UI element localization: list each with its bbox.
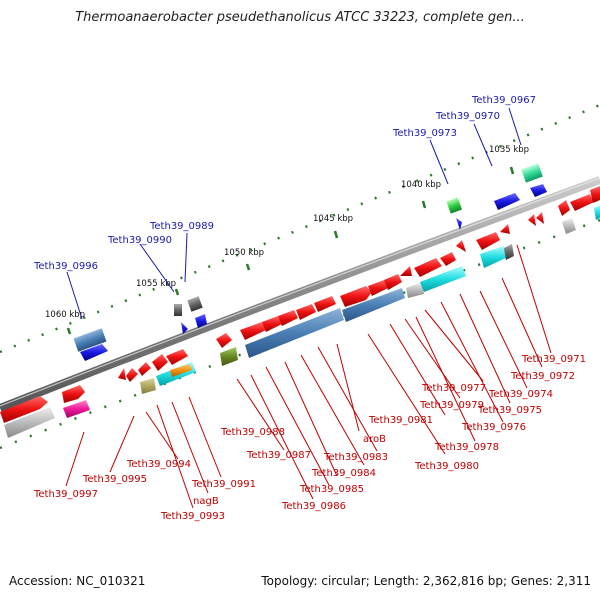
gene-label-Teth39_0981: Teth39_0981 — [368, 415, 433, 426]
kbp-label-1060: 1060 kbp — [45, 310, 85, 320]
gene-label-Teth39_0997: Teth39_0997 — [33, 489, 98, 500]
gene-label-Teth39_0989: Teth39_0989 — [149, 221, 214, 232]
gene-label-Teth39_0990: Teth39_0990 — [107, 235, 172, 246]
gene-label-Teth39_0987: Teth39_0987 — [246, 450, 311, 461]
gene-label-Teth39_0973: Teth39_0973 — [392, 128, 457, 139]
gene-label-Teth39_0978: Teth39_0978 — [434, 442, 499, 453]
ruler-dotted-line — [0, 103, 600, 354]
gene-label-Teth39_0972: Teth39_0972 — [510, 371, 575, 382]
gene-label-Teth39_0986: Teth39_0986 — [281, 501, 346, 512]
gene-label-Teth39_0996: Teth39_0996 — [33, 261, 98, 272]
leader-lines-top — [66, 107, 522, 320]
gene-label-Teth39_0983: Teth39_0983 — [323, 452, 388, 463]
leader-lines-bottom — [65, 244, 552, 509]
gene-label-Teth39_0985: Teth39_0985 — [299, 484, 364, 495]
gene-label-Teth39_0974: Teth39_0974 — [488, 389, 553, 400]
genome-backbone — [0, 176, 600, 412]
gene-label-Teth39_0988: Teth39_0988 — [220, 427, 285, 438]
gene-label-Teth39_0995: Teth39_0995 — [82, 474, 147, 485]
gene-label-Teth39_0977: Teth39_0977 — [421, 383, 486, 394]
genes-bottom-strand — [0, 186, 600, 438]
gene-label-Teth39_0970: Teth39_0970 — [435, 111, 500, 122]
gene-label-Teth39_0967: Teth39_0967 — [471, 95, 536, 106]
gene-label-Teth39_0980: Teth39_0980 — [414, 461, 479, 472]
gene-label-nagB: nagB — [193, 496, 219, 507]
accession-text: Accession: NC_010321 — [9, 574, 146, 588]
kbp-label-1050: 1050 kbp — [224, 248, 264, 258]
kbp-label-1035: 1035 kbp — [489, 145, 529, 155]
kbp-label-1055: 1055 kbp — [136, 279, 176, 289]
gene-label-Teth39_0979: Teth39_0979 — [419, 400, 484, 411]
ruler-major-ticks — [66, 166, 515, 335]
gene-label-Teth39_0971: Teth39_0971 — [521, 354, 586, 365]
genes-top-strand — [73, 163, 547, 361]
genome-stats-text: Topology: circular; Length: 2,362,816 bp… — [261, 574, 591, 588]
kbp-label-1045: 1045 kbp — [313, 214, 353, 224]
gene-label-Teth39_0994: Teth39_0994 — [126, 459, 191, 470]
gene-label-Teth39_0993: Teth39_0993 — [160, 511, 225, 522]
gene-label-Teth39_0984: Teth39_0984 — [311, 468, 376, 479]
gene-label-Teth39_0976: Teth39_0976 — [461, 422, 526, 433]
gene-label-Teth39_0975: Teth39_0975 — [477, 405, 542, 416]
gene-label-Teth39_0991: Teth39_0991 — [191, 479, 256, 490]
gene-label-aroB: aroB — [363, 434, 386, 445]
kbp-label-1040: 1040 kbp — [401, 180, 441, 190]
map-title: Thermoanaerobacter pseudethanolicus ATCC… — [75, 10, 525, 25]
